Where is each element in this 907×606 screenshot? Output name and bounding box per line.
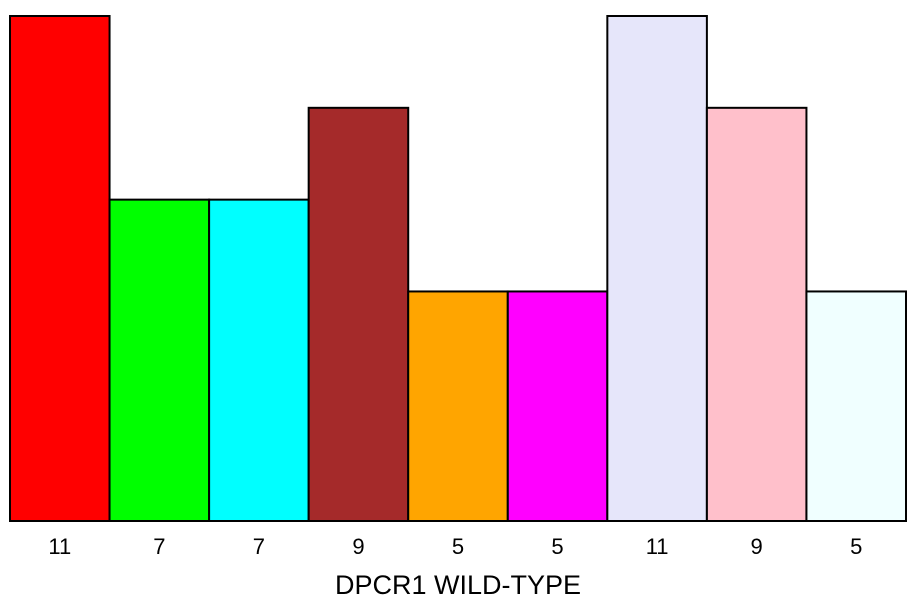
- x-tick-label-1: 11: [48, 534, 71, 559]
- bar-4: [307, 106, 410, 523]
- x-tick-label-6: 5: [551, 534, 563, 559]
- x-tick-label-7: 11: [646, 534, 669, 559]
- x-tick-label-3: 7: [253, 534, 265, 559]
- bar-2: [108, 198, 211, 523]
- x-tick-label-5: 5: [452, 534, 464, 559]
- tick-labels-group: 11 7 7 9 5 5 11 9 5: [48, 534, 862, 559]
- x-tick-label-8: 9: [751, 534, 763, 559]
- x-tick-label-9: 5: [850, 534, 862, 559]
- bars-group: [9, 15, 907, 523]
- x-axis-title: DPCR1 WILD-TYPE: [335, 570, 581, 600]
- x-tick-label-4: 9: [352, 534, 364, 559]
- bar-9: [805, 290, 907, 523]
- bar-3: [208, 198, 310, 523]
- bar-7: [606, 15, 708, 522]
- bar-6: [506, 290, 609, 523]
- bar-1: [9, 15, 111, 522]
- bar-8: [705, 106, 808, 523]
- bar-5: [407, 290, 509, 523]
- x-tick-label-2: 7: [153, 534, 165, 559]
